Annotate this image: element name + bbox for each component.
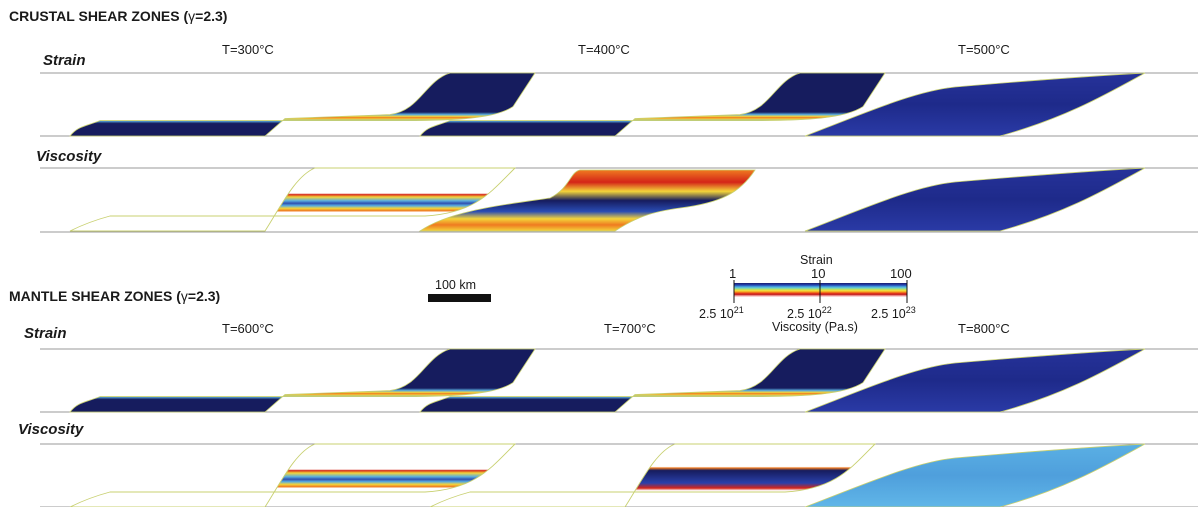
temp-label-600: T=600°C [222,321,274,336]
mantle-section-title: MANTLE SHEAR ZONES (γ=2.3) [9,288,221,304]
mantle-shear-zone-panel-7 [419,348,886,413]
mantle-shear-zone-panel-6 [69,348,536,413]
temp-label-700: T=700°C [604,321,656,336]
colorbar-strain-tick-10: 10 [811,266,826,281]
crustal-shear-zone-panel-0 [69,72,536,137]
crustal-viscosity-label: Viscosity [36,148,102,165]
mantle-shear-zone-panel-11 [804,443,1146,507]
crustal-shear-zone-panel-1 [419,72,886,137]
temp-label-500: T=500°C [958,42,1010,57]
colorbar-visc-tick-22: 2.5 1022 [787,305,832,322]
colorbar-visc-tick-23: 2.5 1023 [871,305,916,322]
crustal-shear-zone-panel-4 [418,169,756,232]
mantle-viscosity-label: Viscosity [18,421,84,438]
mantle-shear-zone-panel-10 [429,443,877,507]
scale-bar-label: 100 km [435,278,476,292]
scale-bar [428,294,491,302]
crustal-shear-zone-panel-5 [804,167,1146,232]
temp-label-800: T=800°C [958,321,1010,336]
colorbar-strain-tick-1: 1 [729,266,737,281]
mantle-shear-zone-panel-8 [804,348,1146,413]
crustal-strain-label: Strain [43,52,86,69]
temp-label-400: T=400°C [578,42,630,57]
mantle-strain-label: Strain [24,325,67,342]
colorbar-strain-tick-100: 100 [890,266,912,281]
crustal-shear-zone-panel-3 [69,167,517,232]
colorbar-strain-title: Strain [800,253,833,267]
crustal-section-title: CRUSTAL SHEAR ZONES (γ=2.3) [9,8,228,24]
mantle-shear-zone-panel-9 [69,443,517,507]
colorbar-viscosity-title: Viscosity (Pa.s) [772,320,858,334]
crustal-shear-zone-panel-2 [804,72,1146,137]
temp-label-300: T=300°C [222,42,274,57]
colorbar-visc-tick-21: 2.5 1021 [699,305,744,322]
